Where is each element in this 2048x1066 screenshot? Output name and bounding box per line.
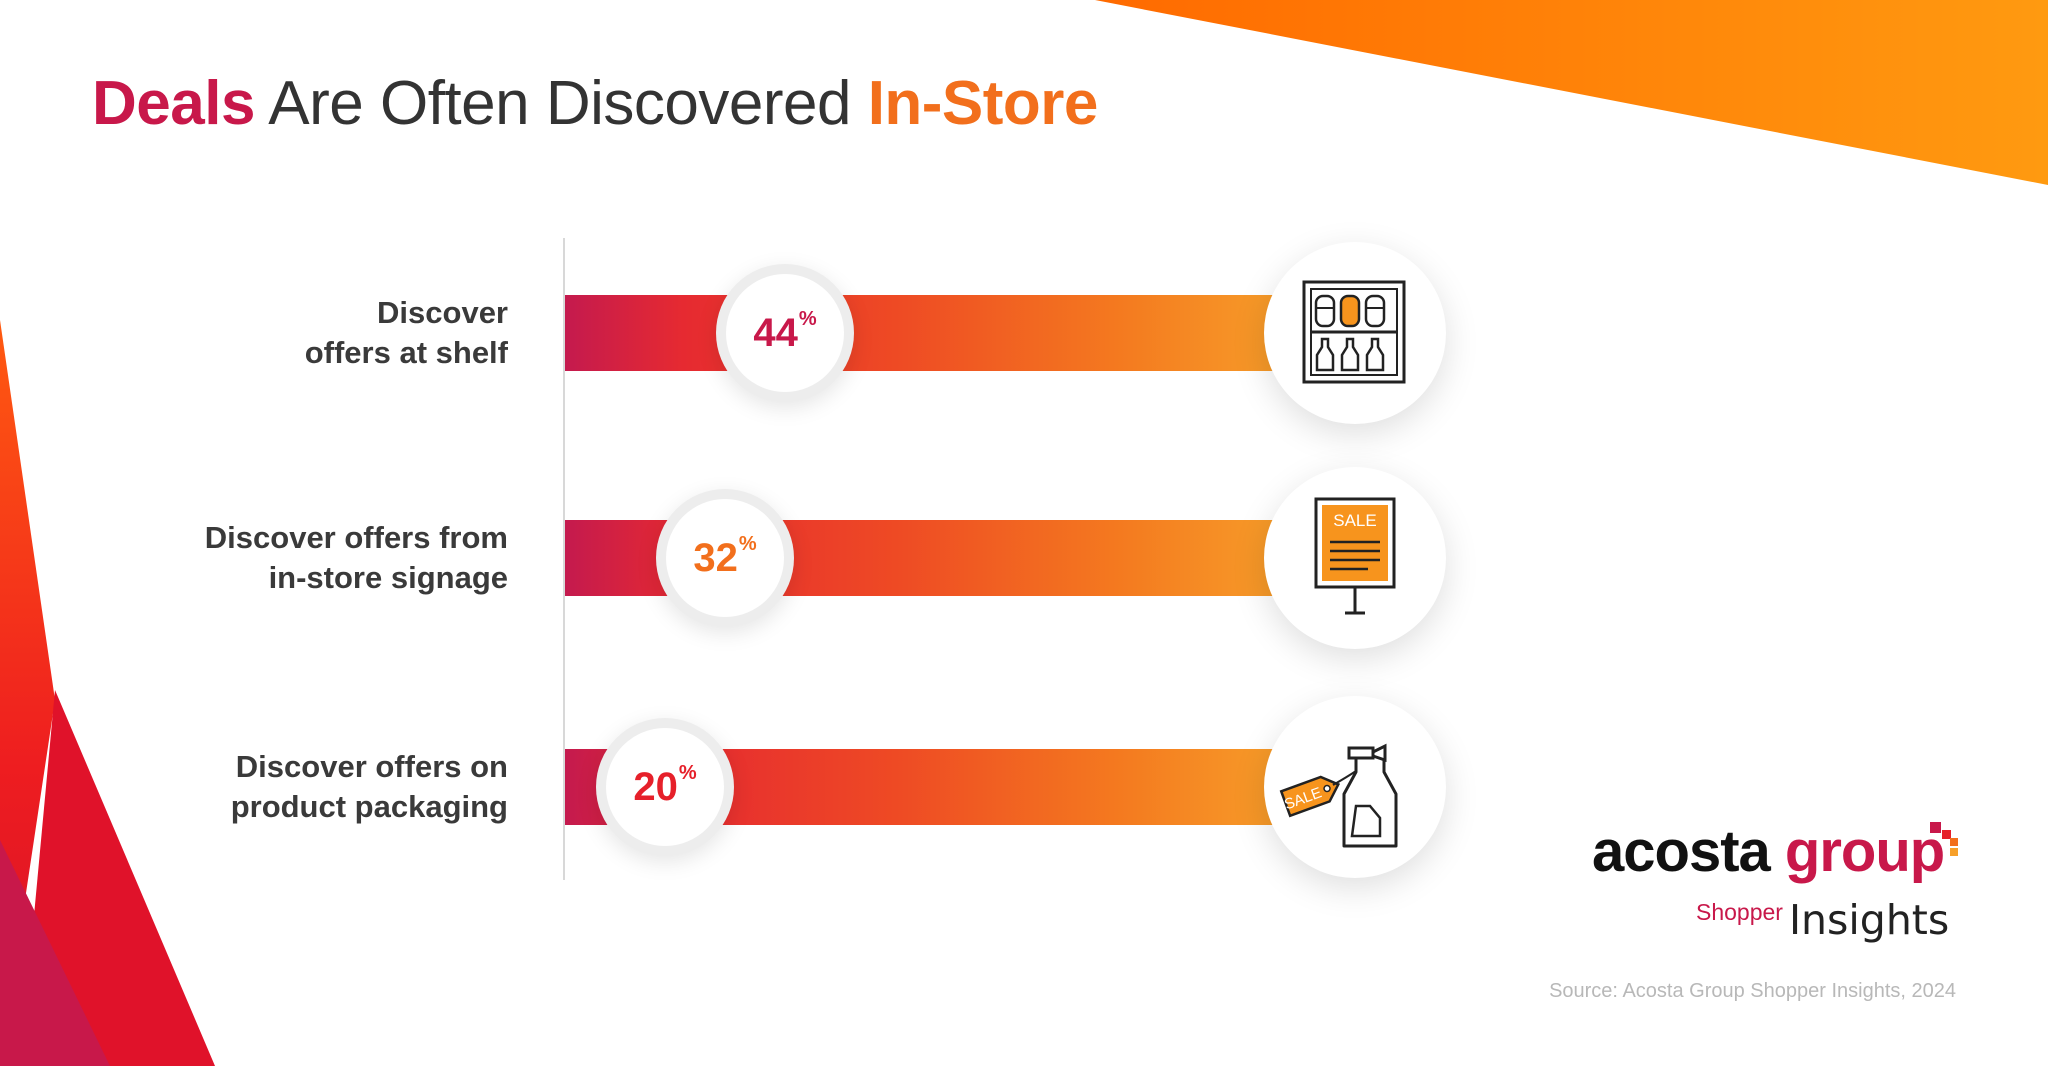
chart-axis-line — [563, 238, 565, 880]
source-note: Source: Acosta Group Shopper Insights, 2… — [1549, 980, 1956, 1002]
category-label-line: offers at shelf — [304, 335, 508, 370]
top-right-orange-shape — [1095, 0, 2048, 185]
shelf-icon — [1264, 242, 1446, 424]
value-badge: 20% — [596, 718, 734, 856]
data-label: 32 — [693, 535, 738, 580]
logo-pixel-mark-icon — [1930, 822, 1958, 856]
category-label-line: in-store signage — [268, 560, 508, 595]
category-label: Discover offers from in-store signage — [148, 518, 508, 598]
bar — [565, 295, 1300, 371]
left-crimson-shape — [0, 840, 110, 1066]
category-label: Discover offers on product packaging — [148, 747, 508, 827]
sale-sign-icon: SALE — [1264, 467, 1446, 649]
svg-text:SALE: SALE — [1333, 511, 1376, 530]
value-badge: 32% — [656, 489, 794, 627]
category-label: Discover offers at shelf — [148, 293, 508, 373]
percent-sign: % — [738, 532, 757, 555]
spray-bottle-tag-icon: SALE — [1264, 696, 1446, 878]
percent-sign: % — [678, 761, 697, 784]
category-label-line: product packaging — [230, 789, 508, 824]
data-label: 20 — [633, 764, 678, 809]
category-label-line: Discover offers on — [235, 749, 508, 784]
category-label-line: Discover — [377, 295, 508, 330]
category-label-line: Discover offers from — [204, 520, 508, 555]
percent-sign: % — [798, 307, 817, 330]
acosta-group-logo: acosta group Shopper Insights — [1590, 818, 1990, 948]
value-badge: 44% — [716, 264, 854, 402]
left-red-shape — [0, 320, 55, 1066]
page-title: Deals Are Often Discovered In-Store — [92, 69, 1098, 138]
data-label: 44 — [753, 310, 798, 355]
